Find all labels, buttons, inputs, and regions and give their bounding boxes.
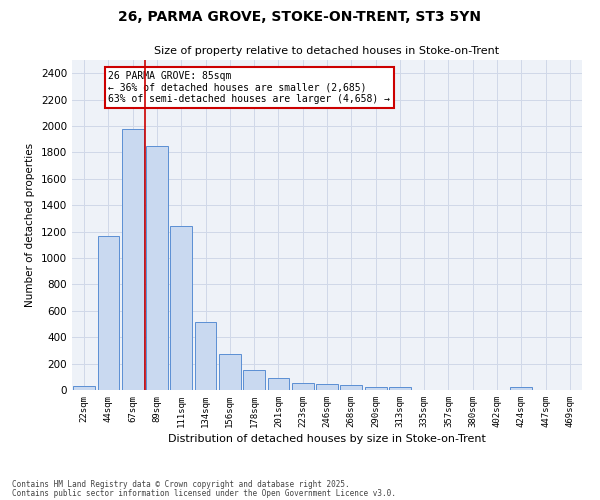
- Text: Contains public sector information licensed under the Open Government Licence v3: Contains public sector information licen…: [12, 488, 396, 498]
- Bar: [146, 146, 168, 390]
- Bar: [340, 386, 362, 390]
- Text: Contains HM Land Registry data © Crown copyright and database right 2025.: Contains HM Land Registry data © Crown c…: [12, 480, 350, 489]
- Bar: [365, 386, 386, 390]
- Y-axis label: Number of detached properties: Number of detached properties: [25, 143, 35, 307]
- Bar: [268, 378, 289, 390]
- Bar: [194, 322, 217, 390]
- Title: Size of property relative to detached houses in Stoke-on-Trent: Size of property relative to detached ho…: [154, 46, 500, 56]
- Bar: [97, 236, 119, 390]
- Bar: [122, 128, 143, 390]
- Bar: [170, 226, 192, 390]
- Bar: [73, 386, 95, 390]
- Bar: [243, 370, 265, 390]
- X-axis label: Distribution of detached houses by size in Stoke-on-Trent: Distribution of detached houses by size …: [168, 434, 486, 444]
- Bar: [511, 388, 532, 390]
- Bar: [219, 354, 241, 390]
- Text: 26, PARMA GROVE, STOKE-ON-TRENT, ST3 5YN: 26, PARMA GROVE, STOKE-ON-TRENT, ST3 5YN: [119, 10, 482, 24]
- Bar: [389, 388, 411, 390]
- Bar: [316, 384, 338, 390]
- Text: 26 PARMA GROVE: 85sqm
← 36% of detached houses are smaller (2,685)
63% of semi-d: 26 PARMA GROVE: 85sqm ← 36% of detached …: [109, 70, 391, 104]
- Bar: [292, 384, 314, 390]
